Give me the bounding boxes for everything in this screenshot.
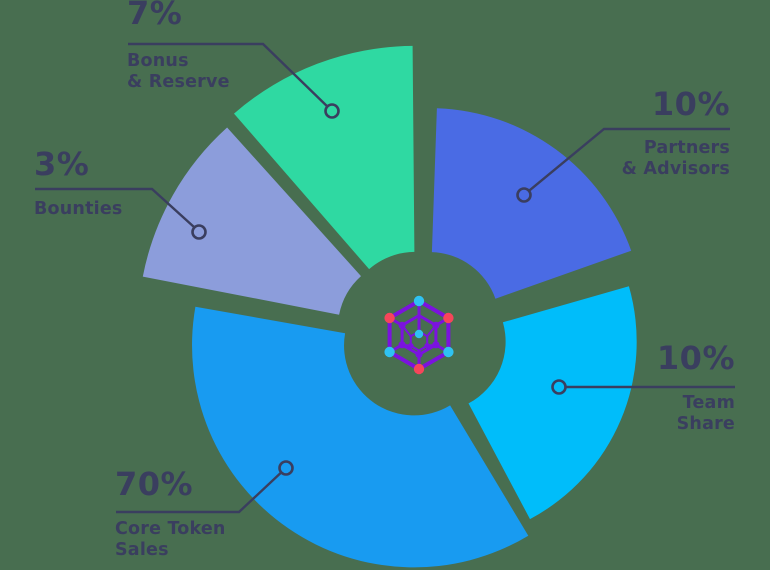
leader-marker-bounties	[191, 224, 207, 240]
bounties-percent: 3%	[34, 145, 90, 183]
logo-node	[413, 295, 425, 307]
callout-partners-advisors-name: Partners & Advisors	[621, 138, 730, 179]
logo-node	[413, 363, 425, 375]
logo-inner-node	[424, 343, 431, 349]
callout-bonus-reserve-name: Bonus & Reserve	[127, 51, 230, 92]
pie-slice-partners	[431, 108, 632, 299]
team-percent: 10%	[656, 339, 735, 377]
leader-line-partners	[528, 127, 730, 192]
leader-line-bonus	[128, 42, 329, 108]
leader-marker-bonus	[324, 103, 340, 119]
logo-mid-node	[432, 341, 440, 349]
logo-center-node	[414, 329, 424, 339]
leader-marker-team	[551, 379, 567, 395]
callout-bounties: 3%	[34, 148, 89, 180]
logo-mid-node	[415, 350, 423, 359]
logo-node	[384, 346, 395, 358]
logo-node	[384, 312, 395, 324]
core-percent: 70%	[115, 465, 194, 503]
leader-line-bounties	[35, 187, 196, 229]
pie-slice-bonus	[234, 45, 415, 270]
callout-core-token-sales-name: Core Token Sales	[115, 519, 226, 560]
logo-mid-node	[398, 321, 406, 329]
callout-core-token-sales: 70%	[115, 468, 193, 500]
pie-slice-core	[192, 306, 529, 568]
logo-node	[443, 312, 454, 324]
logo-node	[443, 346, 454, 358]
leader-marker-core	[278, 460, 294, 476]
leader-marker-partners	[516, 187, 532, 203]
leader-line-core	[116, 471, 283, 514]
logo-mid-node	[432, 321, 440, 329]
callout-team-share: 10%	[657, 342, 735, 374]
callout-partners-advisors: 10%	[652, 88, 730, 120]
logo-inner-node	[408, 343, 414, 349]
callout-team-share-name: Team Share	[676, 393, 735, 434]
callout-bonus-reserve: 7%	[127, 0, 182, 29]
partners-percent: 10%	[651, 85, 730, 123]
bonus-percent: 7%	[127, 0, 183, 32]
callout-bounties-name: Bounties	[34, 199, 123, 219]
pie-slice-team	[468, 286, 637, 520]
pie-slice-bounties	[142, 127, 361, 315]
hexagon-network-logo	[384, 295, 454, 375]
logo-mid-node	[398, 341, 406, 349]
